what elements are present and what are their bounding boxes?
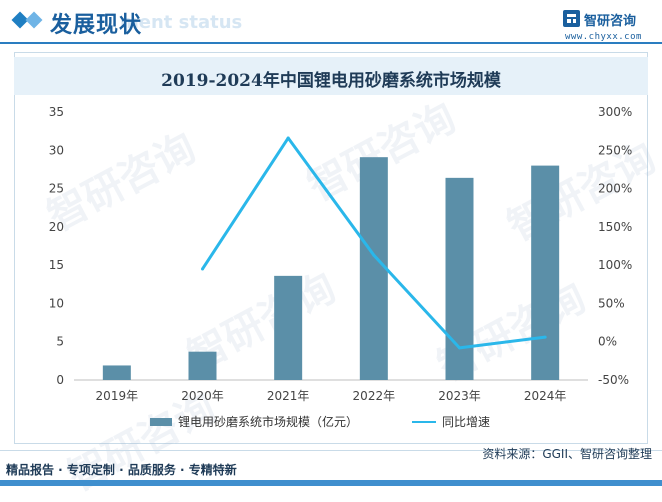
bar [531,165,560,380]
header: ment status 发展现状 智研咨询 www.chyxx.com [0,0,662,44]
growth-point [543,335,547,339]
growth-point [286,136,290,140]
y-right-tick-label: 300% [598,105,632,119]
growth-point [201,267,204,271]
y-right-tick-label: -50% [598,373,629,387]
footer-tagline: 精品报告 · 专项定制 · 品质服务 · 专精特新 [6,463,237,477]
y-left-tick-label: 20 [49,220,64,234]
legend-item-bar: 锂电用砂磨系统市场规模（亿元） [150,413,358,430]
y-left-tick-label: 30 [49,143,64,157]
bar [359,157,388,380]
legend-label-line: 同比增速 [442,415,491,429]
bottom-accent-bar [0,480,662,486]
y-right-tick-label: 0% [598,335,617,349]
y-left-tick-label: 10 [49,296,64,310]
bar [445,177,474,380]
x-tick-label: 2019年 [96,389,139,403]
chart-title: 2019-2024年中国锂电用砂磨系统市场规模 [161,71,501,91]
legend-label-bar: 锂电用砂磨系统市场规模（亿元） [178,415,359,429]
legend-line-swatch [412,420,436,423]
chart-svg: 0 5 10 15 20 25 30 35 -50% 0% 50% 100% 150% 200% 250% 3… [49,105,633,403]
y-right-tick-label: 200% [598,182,632,196]
header-divider [0,42,662,44]
y-left-tick-label: 15 [49,258,64,272]
x-tick-label: 2022年 [353,389,396,403]
y-left-tick-label: 5 [56,335,64,349]
footer: 精品报告 · 专项定制 · 品质服务 · 专精特新 资料来源：GGII、智研咨询… [0,447,662,486]
source-note: 资料来源：GGII、智研咨询整理 [482,447,652,461]
y-left-tick-label: 0 [56,373,64,387]
footer-divider [0,450,662,451]
bar [274,275,303,380]
y-right-tick-label: 250% [598,143,632,157]
x-tick-label: 2021年 [267,389,310,403]
y-right-tick-label: 100% [598,258,632,272]
brand-logo-icon [563,10,580,27]
y-left-tick-label: 35 [49,105,64,119]
bar [102,365,131,380]
brand-url: www.chyxx.com [565,32,642,42]
bar [188,351,217,380]
y-left-tick-label: 25 [49,182,64,196]
header-subtitle: ment status [120,12,243,33]
chart-legend: 锂电用砂磨系统市场规模（亿元） 同比增速 [150,413,530,433]
y-right-tick-label: 50% [598,296,625,310]
chart-title-band: 2019-2024年中国锂电用砂磨系统市场规模 [14,57,648,95]
x-tick-label: 2023年 [438,389,481,403]
y-right-tick-label: 150% [598,220,632,234]
brand-name: 智研咨询 [584,14,637,29]
growth-point [458,346,461,350]
x-tick-label: 2020年 [181,389,224,403]
x-tick-label: 2024年 [524,389,567,403]
header-title: 发展现状 [50,13,143,38]
legend-bar-swatch [150,417,172,426]
growth-point [372,253,376,257]
legend-item-line: 同比增速 [412,413,490,430]
